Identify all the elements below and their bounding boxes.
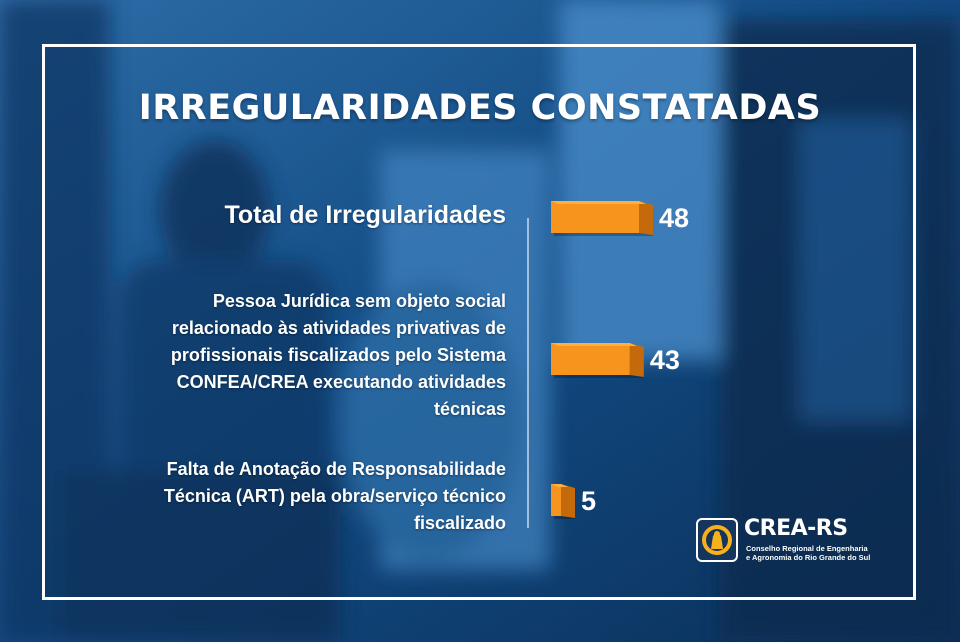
value-label-0: 48 [659,203,689,233]
category-label-line: relacionado às atividades privativas de [171,318,506,338]
bar-top-face [551,343,637,346]
category-label-line: Pessoa Jurídica sem objeto social [212,291,506,311]
value-label-1: 43 [650,345,680,375]
bar-0 [551,201,653,236]
bar-top-face [551,201,646,204]
axis-divider [527,218,529,528]
bar-top-face [551,484,568,487]
white-frame [42,44,916,600]
bar-side-face [639,201,653,235]
bar-front-face [551,201,639,233]
category-label-line: Falta de Anotação de Responsabilidade [166,459,506,479]
bar-shadow [554,375,644,378]
bar-side-face [629,343,644,377]
bar-shadow [554,516,575,519]
category-label-line: fiscalizado [413,513,506,533]
bar-front-face [551,343,630,375]
crea-rs-logo: CREA-RS Conselho Regional de Engenharia … [696,516,886,568]
category-label-line: técnicas [433,399,506,419]
category-label-line: Técnica (ART) pela obra/serviço técnico [163,486,506,506]
bar-shadow [554,233,653,236]
logo-subtitle: Conselho Regional de Engenharia e Agrono… [746,544,886,562]
category-label-line: Total de Irregularidades [224,201,506,229]
logo-name: CREA-RS [744,516,848,541]
bar-1 [551,343,644,378]
chart-title: IRREGULARIDADES CONSTATADAS [138,88,822,128]
crea-seal-icon [696,518,738,562]
category-label-total: Total de Irregularidades [224,200,506,230]
value-label-2: 5 [581,486,596,516]
category-label-line: profissionais fiscalizados pelo Sistema [170,345,506,365]
logo-subtitle-line-1: Conselho Regional de Engenharia [746,544,868,553]
bar-2 [551,484,575,519]
logo-subtitle-line-2: e Agronomia do Rio Grande do Sul [746,553,871,562]
bar-front-face [551,484,561,516]
category-label-line: CONFEA/CREA executando atividades [176,372,506,392]
category-label-falta-art: Falta de Anotação de Responsabilidade Téc… [164,456,506,537]
bar-side-face [561,484,575,518]
category-label-pessoa-juridica: Pessoa Jurídica sem objeto social relacio… [171,288,506,423]
